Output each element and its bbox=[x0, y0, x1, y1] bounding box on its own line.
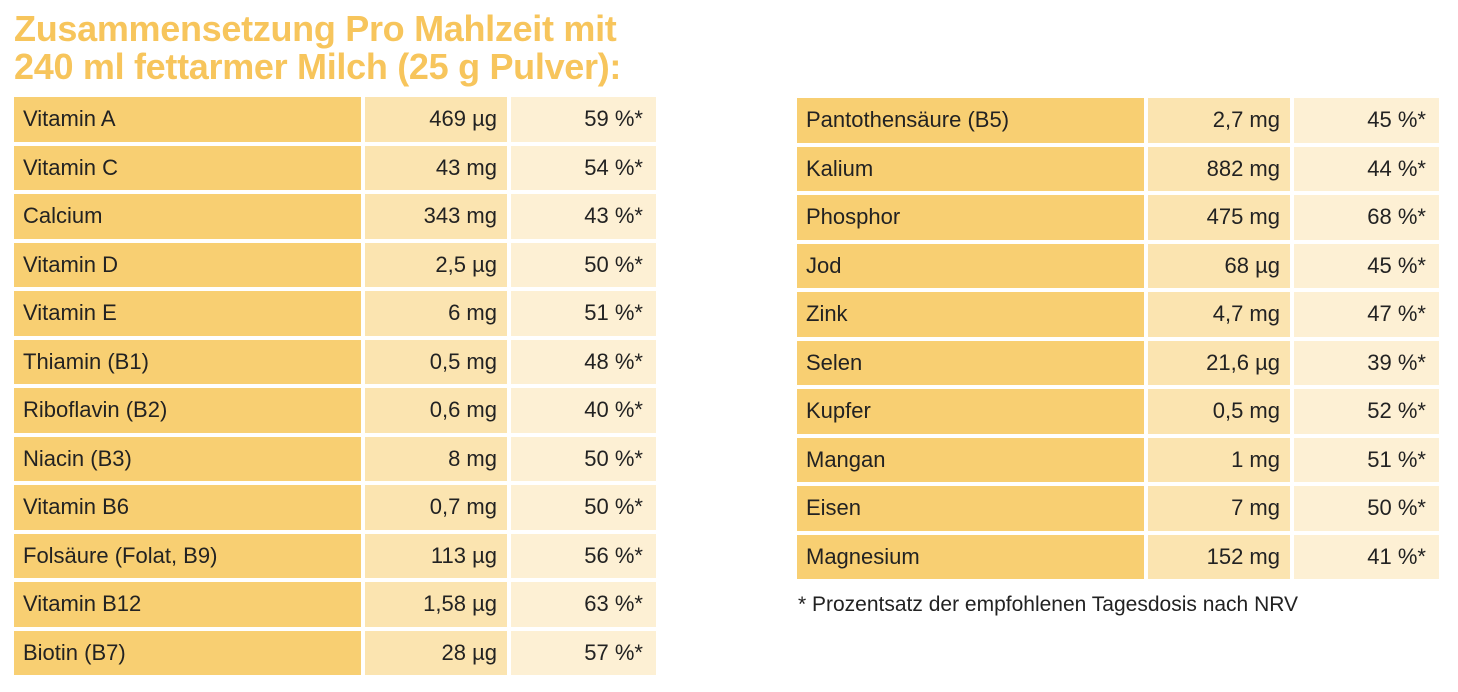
nutrient-amount: 68 µg bbox=[1144, 243, 1290, 288]
nutrient-name: Selen bbox=[797, 340, 1144, 385]
nutrient-name: Vitamin B12 bbox=[14, 582, 361, 627]
table-row: Phosphor 475 mg 68 %* bbox=[797, 195, 1439, 240]
table-row: Vitamin D 2,5 µg 50 %* bbox=[14, 242, 656, 287]
nutrient-amount: 0,5 mg bbox=[361, 339, 507, 384]
nutrient-name: Kupfer bbox=[797, 389, 1144, 434]
nutrient-name: Vitamin A bbox=[14, 97, 361, 142]
nutrient-percent: 50 %* bbox=[507, 242, 656, 287]
table-row: Calcium 343 mg 43 %* bbox=[14, 194, 656, 239]
nutrient-name: Phosphor bbox=[797, 195, 1144, 240]
page-title: Zusammensetzung Pro Mahlzeit mit 240 ml … bbox=[14, 10, 621, 86]
table-row: Selen 21,6 µg 39 %* bbox=[797, 340, 1439, 385]
nutrient-name: Zink bbox=[797, 292, 1144, 337]
nutrient-amount: 882 mg bbox=[1144, 146, 1290, 191]
table-row: Jod 68 µg 45 %* bbox=[797, 243, 1439, 288]
table-row: Thiamin (B1) 0,5 mg 48 %* bbox=[14, 339, 656, 384]
nutrient-amount: 152 mg bbox=[1144, 534, 1290, 579]
nutrient-percent: 56 %* bbox=[507, 533, 656, 578]
nutrient-percent: 43 %* bbox=[507, 194, 656, 239]
nutrient-amount: 0,5 mg bbox=[1144, 389, 1290, 434]
nutrient-percent: 40 %* bbox=[507, 388, 656, 433]
nutrient-percent: 63 %* bbox=[507, 582, 656, 627]
nutrient-amount: 475 mg bbox=[1144, 195, 1290, 240]
nutrient-name: Calcium bbox=[14, 194, 361, 239]
table-row: Biotin (B7) 28 µg 57 %* bbox=[14, 630, 656, 675]
nutrient-amount: 21,6 µg bbox=[1144, 340, 1290, 385]
nutrient-percent: 50 %* bbox=[507, 485, 656, 530]
nutrient-name: Riboflavin (B2) bbox=[14, 388, 361, 433]
nutrient-amount: 113 µg bbox=[361, 533, 507, 578]
nutrient-percent: 39 %* bbox=[1290, 340, 1439, 385]
nutrient-percent: 41 %* bbox=[1290, 534, 1439, 579]
nutrient-name: Vitamin D bbox=[14, 242, 361, 287]
nutrient-amount: 0,6 mg bbox=[361, 388, 507, 433]
nutrient-percent: 50 %* bbox=[1290, 486, 1439, 531]
nutrient-amount: 6 mg bbox=[361, 291, 507, 336]
table-row: Vitamin B12 1,58 µg 63 %* bbox=[14, 582, 656, 627]
nutrient-name: Vitamin C bbox=[14, 145, 361, 190]
nutrient-percent: 45 %* bbox=[1290, 98, 1439, 143]
nutrient-name: Kalium bbox=[797, 146, 1144, 191]
nutrient-percent: 50 %* bbox=[507, 436, 656, 481]
nutrient-percent: 59 %* bbox=[507, 97, 656, 142]
nutrient-name: Thiamin (B1) bbox=[14, 339, 361, 384]
table-row: Vitamin B6 0,7 mg 50 %* bbox=[14, 485, 656, 530]
nutrient-percent: 57 %* bbox=[507, 630, 656, 675]
nutrient-percent: 51 %* bbox=[507, 291, 656, 336]
table-row: Folsäure (Folat, B9) 113 µg 56 %* bbox=[14, 533, 656, 578]
nutrient-percent: 52 %* bbox=[1290, 389, 1439, 434]
nutrient-amount: 7 mg bbox=[1144, 486, 1290, 531]
nutrient-percent: 47 %* bbox=[1290, 292, 1439, 337]
nutrient-percent: 45 %* bbox=[1290, 243, 1439, 288]
nutrient-percent: 51 %* bbox=[1290, 437, 1439, 482]
table-row: Eisen 7 mg 50 %* bbox=[797, 486, 1439, 531]
nutrient-name: Jod bbox=[797, 243, 1144, 288]
nutrient-amount: 28 µg bbox=[361, 630, 507, 675]
table-row: Riboflavin (B2) 0,6 mg 40 %* bbox=[14, 388, 656, 433]
nutrient-name: Pantothensäure (B5) bbox=[797, 98, 1144, 143]
table-row: Niacin (B3) 8 mg 50 %* bbox=[14, 436, 656, 481]
nutrient-name: Niacin (B3) bbox=[14, 436, 361, 481]
table-row: Vitamin E 6 mg 51 %* bbox=[14, 291, 656, 336]
nutrient-name: Eisen bbox=[797, 486, 1144, 531]
nutrient-amount: 343 mg bbox=[361, 194, 507, 239]
nutrient-amount: 4,7 mg bbox=[1144, 292, 1290, 337]
nutrient-name: Magnesium bbox=[797, 534, 1144, 579]
table-row: Pantothensäure (B5) 2,7 mg 45 %* bbox=[797, 98, 1439, 143]
nutrient-name: Biotin (B7) bbox=[14, 630, 361, 675]
table-row: Mangan 1 mg 51 %* bbox=[797, 437, 1439, 482]
table-row: Vitamin C 43 mg 54 %* bbox=[14, 145, 656, 190]
footnote: * Prozentsatz der empfohlenen Tagesdosis… bbox=[798, 593, 1299, 616]
table-row: Zink 4,7 mg 47 %* bbox=[797, 292, 1439, 337]
table-row: Magnesium 152 mg 41 %* bbox=[797, 534, 1439, 579]
title-line-1: Zusammensetzung Pro Mahlzeit mit bbox=[14, 8, 617, 49]
nutrient-amount: 2,7 mg bbox=[1144, 98, 1290, 143]
table-row: Kalium 882 mg 44 %* bbox=[797, 146, 1439, 191]
nutrient-amount: 469 µg bbox=[361, 97, 507, 142]
nutrient-percent: 48 %* bbox=[507, 339, 656, 384]
title-line-2: 240 ml fettarmer Milch (25 g Pulver): bbox=[14, 46, 622, 87]
nutrient-name: Folsäure (Folat, B9) bbox=[14, 533, 361, 578]
nutrient-name: Vitamin E bbox=[14, 291, 361, 336]
nutrient-table-right: Pantothensäure (B5) 2,7 mg 45 %* Kalium … bbox=[797, 94, 1439, 583]
nutrient-name: Mangan bbox=[797, 437, 1144, 482]
nutrient-percent: 44 %* bbox=[1290, 146, 1439, 191]
nutrient-percent: 68 %* bbox=[1290, 195, 1439, 240]
table-row: Kupfer 0,5 mg 52 %* bbox=[797, 389, 1439, 434]
nutrient-amount: 43 mg bbox=[361, 145, 507, 190]
nutrient-percent: 54 %* bbox=[507, 145, 656, 190]
nutrient-amount: 0,7 mg bbox=[361, 485, 507, 530]
nutrient-amount: 1,58 µg bbox=[361, 582, 507, 627]
nutrient-amount: 1 mg bbox=[1144, 437, 1290, 482]
nutrient-name: Vitamin B6 bbox=[14, 485, 361, 530]
nutrient-table-left: Vitamin A 469 µg 59 %* Vitamin C 43 mg 5… bbox=[14, 93, 656, 679]
nutrient-amount: 2,5 µg bbox=[361, 242, 507, 287]
nutrient-amount: 8 mg bbox=[361, 436, 507, 481]
table-row: Vitamin A 469 µg 59 %* bbox=[14, 97, 656, 142]
